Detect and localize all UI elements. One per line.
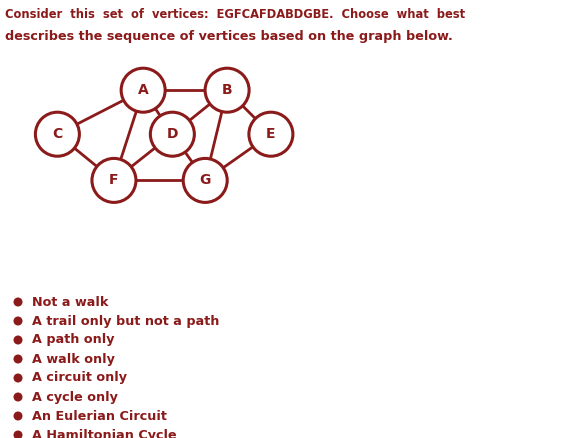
Text: D: D	[167, 127, 178, 141]
Text: A cycle only: A cycle only	[32, 391, 118, 403]
Circle shape	[13, 374, 23, 382]
Text: A circuit only: A circuit only	[32, 371, 127, 385]
Circle shape	[13, 336, 23, 345]
Text: F: F	[109, 173, 119, 187]
Circle shape	[13, 317, 23, 325]
Text: E: E	[266, 127, 276, 141]
Text: A path only: A path only	[32, 333, 114, 346]
Circle shape	[13, 411, 23, 420]
Text: B: B	[222, 83, 233, 97]
Text: A: A	[138, 83, 149, 97]
Ellipse shape	[92, 159, 136, 202]
Ellipse shape	[183, 159, 227, 202]
Text: C: C	[52, 127, 62, 141]
Circle shape	[13, 392, 23, 402]
Text: An Eulerian Circuit: An Eulerian Circuit	[32, 410, 167, 423]
Text: Not a walk: Not a walk	[32, 296, 108, 308]
Circle shape	[13, 431, 23, 438]
Text: A walk only: A walk only	[32, 353, 115, 365]
Circle shape	[13, 297, 23, 307]
Text: describes the sequence of vertices based on the graph below.: describes the sequence of vertices based…	[5, 30, 453, 43]
Text: A trail only but not a path: A trail only but not a path	[32, 314, 219, 328]
Circle shape	[13, 354, 23, 364]
Text: Consider  this  set  of  vertices:  EGFCAFDABDGBE.  Choose  what  best: Consider this set of vertices: EGFCAFDAB…	[5, 8, 465, 21]
Ellipse shape	[121, 68, 165, 112]
Ellipse shape	[249, 112, 293, 156]
Ellipse shape	[150, 112, 194, 156]
Ellipse shape	[36, 112, 79, 156]
Text: G: G	[199, 173, 211, 187]
Ellipse shape	[205, 68, 249, 112]
Text: A Hamiltonian Cycle: A Hamiltonian Cycle	[32, 428, 177, 438]
